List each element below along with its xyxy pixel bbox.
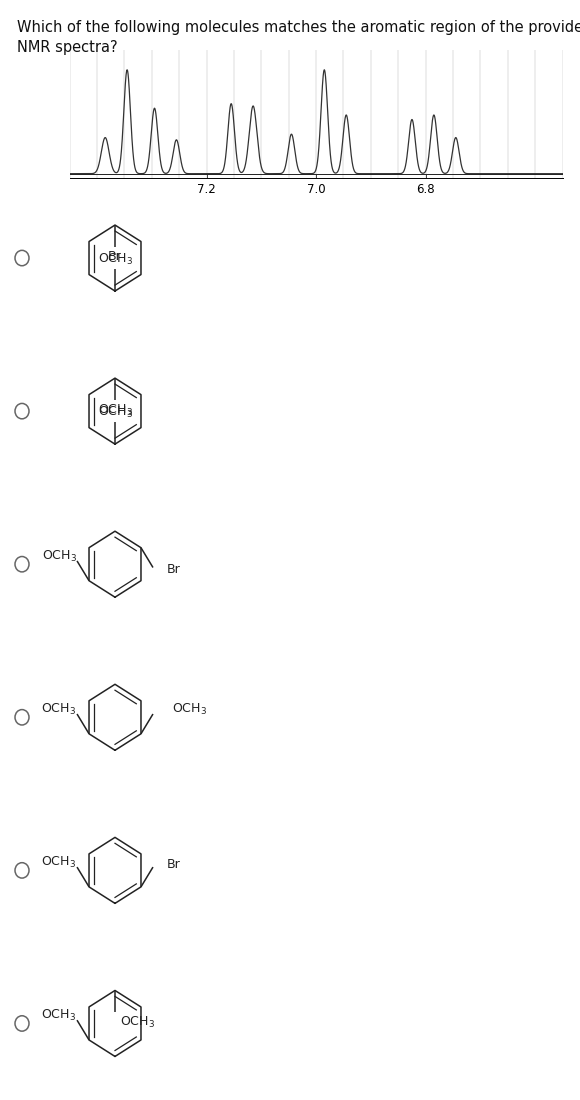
- Text: Br: Br: [108, 251, 122, 263]
- Text: OCH$_3$: OCH$_3$: [172, 702, 207, 717]
- Text: Br: Br: [167, 858, 181, 871]
- Text: NMR spectra?: NMR spectra?: [17, 40, 118, 55]
- Text: OCH$_3$: OCH$_3$: [41, 702, 75, 717]
- Text: OCH$_3$: OCH$_3$: [120, 1015, 155, 1030]
- Text: OCH$_3$: OCH$_3$: [41, 1009, 75, 1023]
- Text: OCH$_3$: OCH$_3$: [42, 549, 77, 564]
- Text: OCH$_3$: OCH$_3$: [97, 405, 132, 420]
- Text: OCH$_3$: OCH$_3$: [97, 403, 132, 418]
- Text: Br: Br: [167, 563, 181, 576]
- Text: OCH$_3$: OCH$_3$: [41, 855, 75, 870]
- Text: Which of the following molecules matches the aromatic region of the provided 1H: Which of the following molecules matches…: [17, 20, 580, 35]
- Text: OCH$_3$: OCH$_3$: [97, 252, 132, 266]
